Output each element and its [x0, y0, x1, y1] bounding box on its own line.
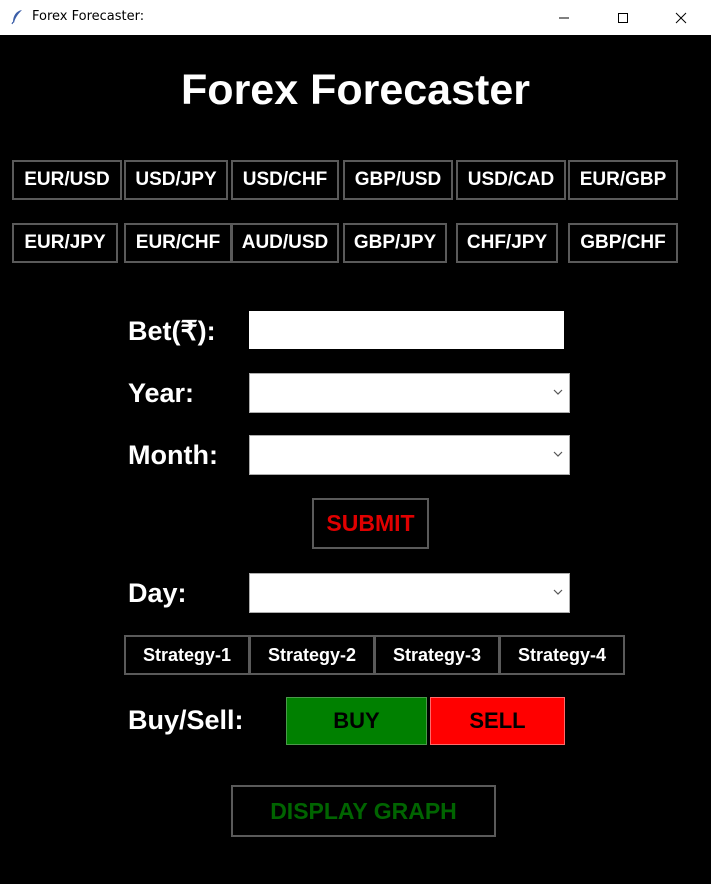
chevron-down-icon: [553, 389, 563, 395]
pair-button-usd-cad[interactable]: USD/CAD: [456, 160, 566, 200]
strategy-1-button[interactable]: Strategy-1: [124, 635, 250, 675]
day-select[interactable]: [249, 573, 570, 613]
month-select[interactable]: [249, 435, 570, 475]
app-title: Forex Forecaster: [181, 66, 530, 114]
window-titlebar: Forex Forecaster:: [0, 0, 711, 35]
pair-button-chf-jpy[interactable]: CHF/JPY: [456, 223, 558, 263]
pair-button-eur-usd[interactable]: EUR/USD: [12, 160, 122, 200]
day-label: Day:: [128, 578, 187, 608]
submit-button[interactable]: SUBMIT: [312, 498, 429, 549]
bet-input[interactable]: [249, 311, 564, 349]
pair-button-usd-chf[interactable]: USD/CHF: [231, 160, 339, 200]
chevron-down-icon: [553, 589, 563, 595]
sell-button[interactable]: SELL: [430, 697, 565, 745]
pair-button-eur-chf[interactable]: EUR/CHF: [124, 223, 232, 263]
minimize-icon: [559, 17, 569, 18]
buy-sell-label: Buy/Sell:: [128, 705, 244, 735]
pair-button-gbp-chf[interactable]: GBP/CHF: [568, 223, 678, 263]
buy-button[interactable]: BUY: [286, 697, 427, 745]
month-label: Month:: [128, 440, 218, 470]
bet-label: Bet(₹):: [128, 316, 216, 346]
year-label: Year:: [128, 378, 195, 408]
chevron-down-icon: [553, 451, 563, 457]
close-button[interactable]: [658, 0, 704, 35]
maximize-icon: [618, 12, 628, 23]
pair-button-gbp-jpy[interactable]: GBP/JPY: [343, 223, 447, 263]
feather-icon: [11, 10, 22, 25]
window-title: Forex Forecaster:: [32, 9, 145, 24]
strategy-2-button[interactable]: Strategy-2: [249, 635, 375, 675]
pair-button-eur-jpy[interactable]: EUR/JPY: [12, 223, 118, 263]
close-icon: [675, 12, 687, 23]
pair-button-usd-jpy[interactable]: USD/JPY: [124, 160, 228, 200]
year-select[interactable]: [249, 373, 570, 413]
pair-button-eur-gbp[interactable]: EUR/GBP: [568, 160, 678, 200]
strategy-3-button[interactable]: Strategy-3: [374, 635, 500, 675]
minimize-button[interactable]: [541, 0, 587, 35]
pair-button-aud-usd[interactable]: AUD/USD: [231, 223, 339, 263]
maximize-button[interactable]: [600, 0, 646, 35]
strategy-4-button[interactable]: Strategy-4: [499, 635, 625, 675]
display-graph-button[interactable]: DISPLAY GRAPH: [231, 785, 496, 837]
pair-button-gbp-usd[interactable]: GBP/USD: [343, 160, 453, 200]
